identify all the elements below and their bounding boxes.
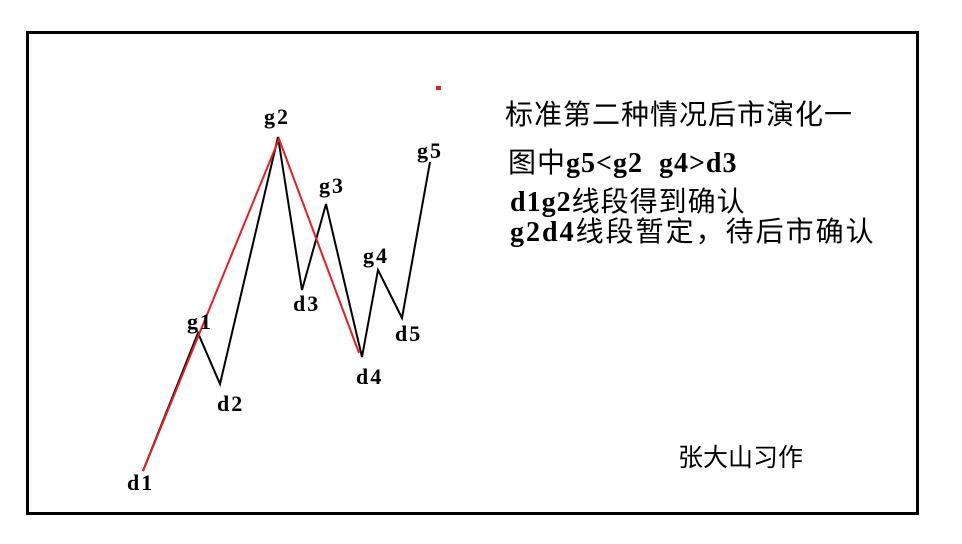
- annotation-segment-cjk: 线段得到确认: [571, 187, 746, 218]
- price-zigzag-line: [142, 136, 431, 472]
- annotation-segment-cjk: 标准第二种情况后市演化一: [505, 100, 854, 131]
- point-label-d5: d5: [395, 321, 423, 346]
- annotation-segment-latin: d1g2: [510, 187, 572, 218]
- point-label-d2: d2: [217, 391, 245, 416]
- point-label-d3: d3: [293, 291, 321, 316]
- annotation-line-3: d1g2线段得到确认: [510, 188, 746, 218]
- trend-line-d1-g2-d4: [142, 136, 360, 472]
- annotation-line-1: 标准第二种情况后市演化一: [505, 101, 853, 131]
- annotation-segment-latin: g2d4: [510, 217, 576, 248]
- figure-border: [26, 31, 919, 515]
- point-label-g4: g4: [363, 243, 389, 268]
- annotation-segment-latin: g5<g2 g4>d3: [566, 148, 738, 179]
- annotation-line-4: g2d4线段暂定，待后市确认: [510, 218, 876, 248]
- stray-red-mark: [436, 86, 441, 90]
- annotation-segment-cjk: 图中: [508, 148, 567, 179]
- point-label-g5: g5: [417, 138, 443, 163]
- point-label-g1: g1: [187, 309, 213, 334]
- signature-text: 张大山习作: [678, 445, 804, 472]
- point-label-g2: g2: [264, 104, 290, 129]
- point-label-d4: d4: [356, 364, 384, 389]
- point-label-d1: d1: [127, 470, 155, 495]
- annotation-line-2: 图中g5<g2 g4>d3: [508, 149, 738, 179]
- point-label-g3: g3: [319, 173, 345, 198]
- annotation-segment-cjk: 线段暂定，待后市确认: [575, 217, 876, 248]
